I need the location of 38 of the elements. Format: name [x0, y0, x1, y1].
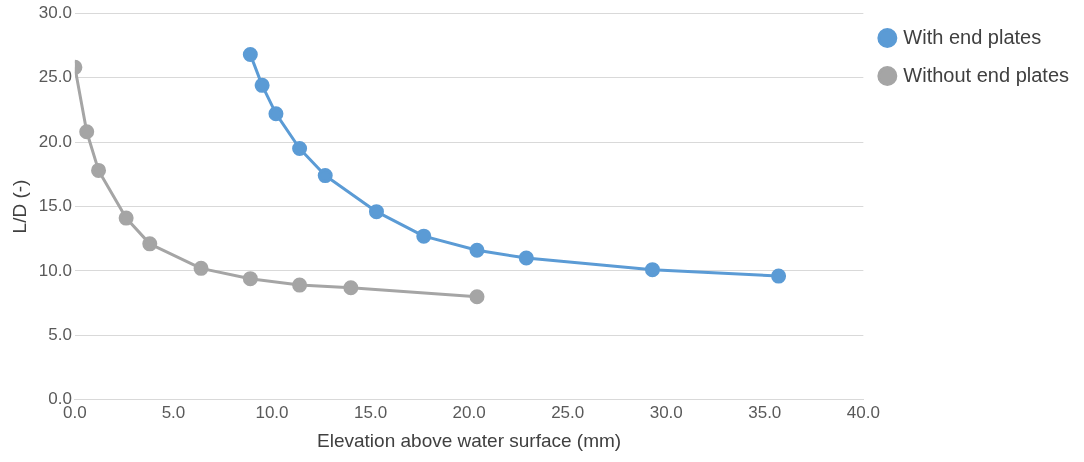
x-tick-label: 40.0 [846, 402, 880, 422]
point [292, 277, 308, 293]
point [469, 289, 485, 305]
point [469, 242, 485, 258]
x-tick-label: 20.0 [452, 402, 486, 422]
y-tick-label: 20.0 [38, 131, 72, 151]
point [79, 124, 95, 140]
point [268, 106, 284, 122]
y-tick-label: 10.0 [38, 260, 72, 280]
point [242, 271, 258, 287]
point [771, 268, 787, 284]
x-axis-title: Elevation above water surface (mm) [317, 429, 622, 451]
point [292, 141, 308, 157]
legend-label: Without end plates [903, 63, 1069, 86]
point [343, 280, 359, 296]
point [644, 262, 660, 278]
x-tick-label: 30.0 [649, 402, 683, 422]
x-tick-label: 25.0 [551, 402, 585, 422]
point [254, 77, 270, 93]
point [91, 162, 107, 178]
y-tick-label: 15.0 [38, 196, 72, 216]
x-tick-label: 10.0 [255, 402, 289, 422]
y-axis-title: L/D (-) [8, 179, 30, 234]
point [368, 204, 384, 220]
y-tick-label: 30.0 [38, 2, 72, 22]
legend-label: With end plates [903, 25, 1042, 48]
point [242, 46, 258, 62]
point [193, 260, 209, 276]
x-tick-label: 35.0 [748, 402, 782, 422]
point [142, 236, 158, 252]
point [416, 228, 432, 244]
point [317, 168, 333, 184]
y-tick-label: 5.0 [48, 325, 72, 345]
x-tick-label: 15.0 [354, 402, 388, 422]
point [118, 210, 134, 226]
y-tick-label: 25.0 [38, 67, 72, 87]
x-tick-label: 5.0 [161, 402, 186, 422]
point [518, 250, 534, 266]
